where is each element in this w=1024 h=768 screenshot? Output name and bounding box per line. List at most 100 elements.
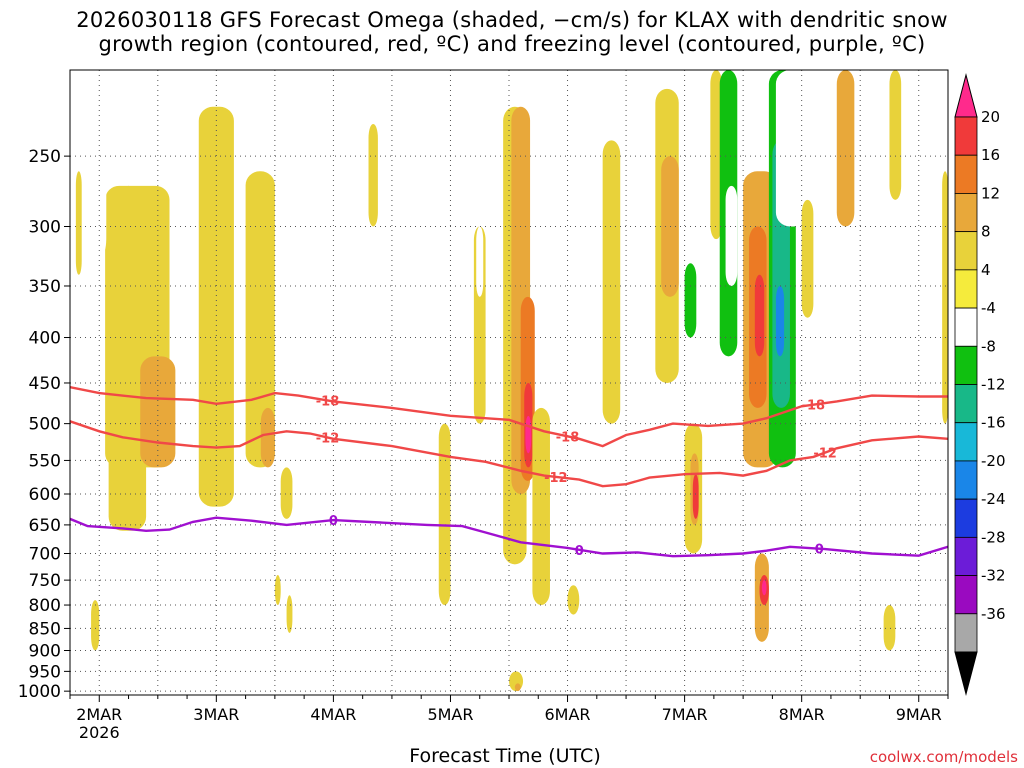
omega-region [883,605,896,651]
x-axis-label: Forecast Time (UTC) [409,745,601,767]
y-tick-label: 800 [29,596,61,616]
omega-region [511,641,521,676]
colorbar-label: 20 [981,108,1000,126]
omega-region [286,595,293,633]
chart-title-line-1: 2026030118 GFS Forecast Omega (shaded, −… [76,8,948,32]
contour-layer: -18 -18 -18 -12 -12 -12 0 0 0 [70,386,948,559]
omega-region [775,70,808,227]
omega-region [692,474,699,519]
omega-region [725,185,738,286]
colorbar-label: 4 [981,261,991,279]
colorbar-label: -24 [981,490,1006,508]
colorbar-label: 8 [981,223,991,241]
colorbar-label: -36 [981,605,1006,623]
omega-region [684,263,697,338]
snow-growth-contour [70,420,948,488]
omega-region [75,171,82,275]
omega-region [731,518,738,586]
omega-region [620,641,627,668]
omega-region [807,494,820,519]
contour-label: 0 [815,543,824,558]
omega-region [514,683,521,692]
omega-region [245,171,275,468]
colorbar-segment [954,460,978,500]
y-tick-label: 350 [29,277,61,297]
colorbar-segment [954,345,978,385]
omega-region [801,199,814,318]
colorbar-label: -8 [981,337,996,355]
omega-region [567,585,580,615]
colorbar: 20 16 12 8 4 -4 -8 -12 -16 -20 -24 -28 -32 -36 [954,73,1006,696]
omega-region [889,70,902,200]
omega-region [775,285,785,357]
y-tick-label: 250 [29,147,61,167]
colorbar-label: -12 [981,376,1006,394]
chart-title: 2026030118 GFS Forecast Omega (shaded, −… [0,8,1024,56]
y-tick-label: 750 [29,571,61,591]
x-tick-year-label: 2026 [79,723,120,742]
x-tick-label: 7MAR [662,705,708,724]
omega-region [761,580,767,596]
y-tick-label: 650 [29,516,61,536]
omega-region [661,156,679,297]
colorbar-label: -32 [981,567,1006,585]
y-tick-label: 300 [29,217,61,237]
x-tick-label: 9MAR [896,705,942,724]
omega-region [754,274,765,357]
colorbar-label: 12 [981,184,1000,202]
contour-label: -18 [802,399,826,414]
contour-label: -18 [316,394,340,409]
omega-region [942,171,948,424]
contour-label: -12 [316,431,340,446]
x-tick-label: 2MAR [76,705,122,724]
omega-region [768,641,781,676]
omega-region [125,574,135,672]
omega-shading-layer [75,70,948,692]
y-tick-label: 1000 [18,682,61,702]
omega-region [198,106,234,507]
y-tick-label: 900 [29,641,61,661]
omega-region [476,226,484,297]
contour-label: -18 [556,430,580,445]
y-tick-label: 950 [29,662,61,682]
colorbar-segment [954,613,978,653]
omega-region [274,574,281,606]
omega-region [866,356,875,392]
freezing-level-contour [70,516,948,558]
omega-region [350,213,360,297]
colorbar-segment [954,307,978,347]
x-tick-label: 8MAR [779,705,825,724]
colorbar-segment [954,154,978,194]
x-tick-label: 5MAR [427,705,473,724]
y-tick-label: 500 [29,415,61,435]
y-tick-label: 550 [29,451,61,471]
colorbar-label: -4 [981,299,996,317]
y-tick-label: 400 [29,329,61,349]
omega-region [525,415,532,454]
omega-region [140,356,176,468]
colorbar-segment [954,269,978,309]
y-tick-label: 450 [29,374,61,394]
x-tick-label: 4MAR [310,705,356,724]
y-tick-label: 850 [29,619,61,639]
omega-region [710,70,723,240]
contour-label: -12 [813,447,837,462]
y-axis: 2503003504004505005506006507007508008509… [18,147,70,702]
colorbar-segment [954,575,978,615]
snow-growth-contour [70,386,948,448]
omega-region [743,585,749,615]
contour-label: 0 [329,514,338,529]
x-tick-label: 3MAR [193,705,239,724]
omega-region [260,407,275,468]
omega-region [602,140,621,424]
colorbar-segment [954,422,978,462]
colorbar-top-arrow [954,73,978,118]
x-tick-label: 6MAR [545,705,591,724]
colorbar-label: -20 [981,452,1006,470]
omega-region [848,337,867,400]
credit-link[interactable]: coolwx.com/models [869,748,1018,766]
colorbar-label: 16 [981,146,1000,164]
colorbar-segment [954,231,978,271]
omega-region [91,600,100,651]
